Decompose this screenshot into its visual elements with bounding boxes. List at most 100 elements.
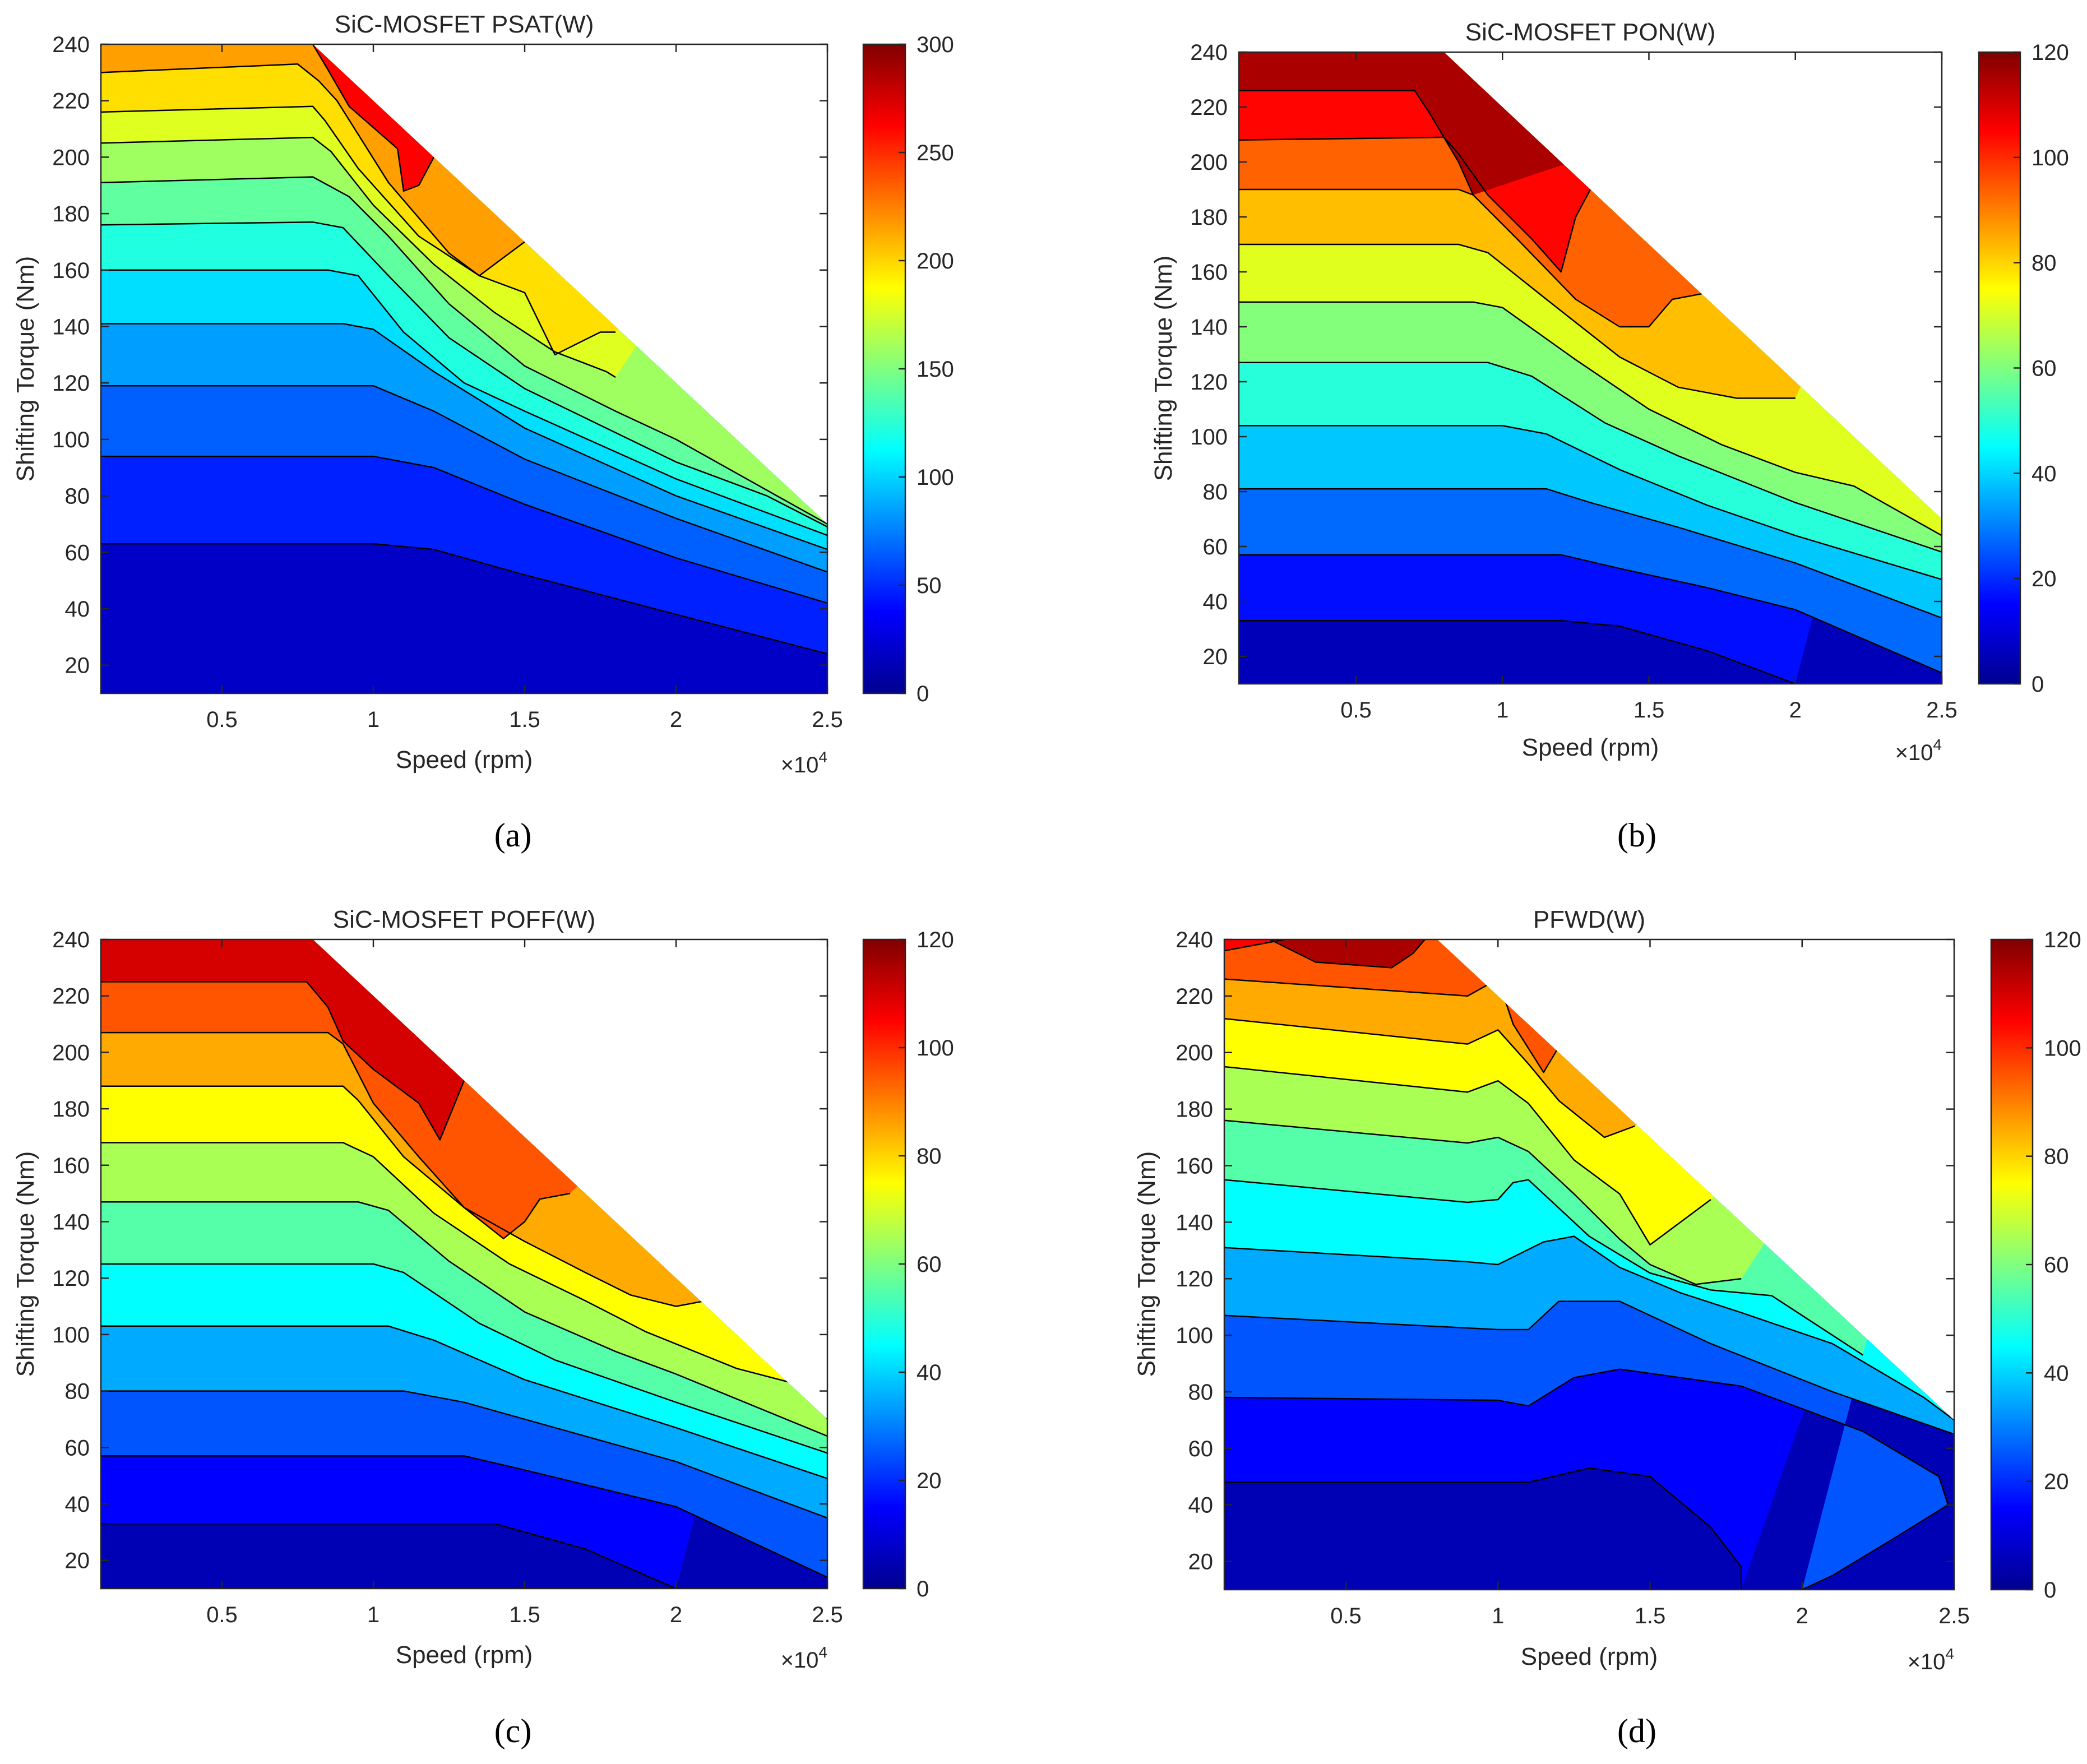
colorbar-tick-label: 0 [2032,672,2044,697]
svg-text:×104: ×104 [781,1643,827,1673]
y-tick-label: 120 [52,371,90,396]
x-tick-label: 0.5 [1330,1604,1362,1628]
x-axis-label: Speed (rpm) [396,746,533,774]
y-tick-label: 120 [1190,370,1228,395]
contour-line [101,1455,827,1578]
y-tick-label: 20 [65,654,90,678]
y-tick-label: 140 [1190,315,1228,340]
y-tick-label: 60 [1188,1437,1214,1461]
x-axis-exponent: ×104 [781,748,827,777]
chart-title: PFWD(W) [1533,906,1645,933]
contour-line [101,323,827,550]
contour-line [101,221,827,528]
contour-line [101,176,827,525]
colorbar-tick-label: 120 [917,928,954,952]
y-tick-label: 40 [1188,1493,1214,1518]
colorbar-tick-label: 100 [917,1036,954,1061]
colorbar-tick-label: 200 [917,249,954,274]
contour-line [101,385,827,573]
contour-plot: 0.5 1 1.5 2 2.5 20 40 60 80 100 120 140 160 180 200 220… [52,928,843,1627]
chart-title: SiC-MOSFET PON(W) [1465,18,1716,46]
colorbar-tick-label: 0 [917,1577,929,1601]
contour-line [101,269,827,536]
x-tick-label: 2 [1789,698,1802,723]
y-axis-label: Shifting Torque (Nm) [1150,256,1177,481]
colorbar-gradient [1990,938,2034,1591]
y-tick-label: 40 [1203,590,1228,614]
y-tick-label: 40 [65,1492,90,1517]
colorbar: 0 20 40 60 80 100 120 [1978,40,2069,697]
colorbar-tick-label: 120 [2044,928,2081,952]
y-tick-label: 240 [52,928,90,952]
axes-frame [1238,51,1943,685]
y-axis-label: Shifting Torque (Nm) [12,1151,39,1377]
y-tick-label: 80 [1188,1380,1214,1405]
colorbar-tick-label: 40 [2032,461,2057,486]
y-tick-label: 120 [1176,1267,1213,1291]
colorbar-tick-label: 250 [917,141,954,165]
y-tick-label: 60 [65,540,90,565]
x-tick-label: 0.5 [1340,698,1372,723]
y-tick-label: 160 [52,1154,90,1178]
y-tick-label: 200 [52,145,90,170]
colorbar-tick-label: 60 [2044,1253,2069,1277]
y-tick-label: 180 [52,1097,90,1122]
axes-frame [100,43,829,695]
y-tick-label: 20 [1188,1550,1214,1575]
colorbar-tick-label: 100 [917,465,954,490]
colorbar-gradient [862,938,906,1590]
y-tick-label: 160 [1190,260,1228,285]
contour-line [101,455,827,604]
y-tick-label: 140 [52,1210,90,1234]
contour-line [1239,301,1942,536]
contour-line [1269,939,1426,969]
colorbar-tick-label: 40 [917,1360,942,1385]
y-tick-label: 200 [52,1040,90,1065]
panel-caption-b: (b) [1617,817,1656,854]
y-tick-label: 80 [65,484,90,509]
y-tick-label: 180 [52,202,90,226]
contour-fills [101,44,827,693]
contour-line [1239,90,1474,196]
contour-line [1239,554,1942,674]
contour-line [101,1263,827,1454]
chart-title: SiC-MOSFET PSAT(W) [335,11,594,38]
chart-title: SiC-MOSFET POFF(W) [333,906,595,933]
x-axis-exponent: ×104 [1895,736,1942,765]
y-tick-label: 100 [52,428,90,452]
y-tick-label: 200 [1176,1041,1213,1066]
y-tick-label: 240 [1190,40,1228,65]
colorbar: 0 50 100 150 200 250 300 [862,33,954,706]
panel-caption-a: (a) [494,817,532,854]
colorbar-tick-label: 80 [2044,1145,2069,1169]
y-tick-label: 140 [52,314,90,339]
contour-line [1239,362,1942,553]
y-tick-label: 160 [52,258,90,283]
colorbar-tick-label: 100 [2044,1036,2081,1061]
colorbar: 0 20 40 60 80 100 120 [862,928,954,1601]
colorbar-tick-label: 20 [917,1469,942,1493]
contour-band [1224,939,1954,968]
axes-frame [1223,938,1955,1591]
colorbar-tick-label: 40 [2044,1361,2069,1386]
contour-line [101,1085,707,1307]
x-tick-label: 2.5 [812,707,843,732]
panel-caption-c: (c) [494,1712,532,1749]
y-tick-label: 240 [1176,928,1213,952]
chart-panel-c: SiC-MOSFET POFF(W) Speed (rpm) Shifting … [12,906,954,1749]
y-tick-label: 20 [65,1549,90,1573]
contour-line [1239,188,1702,328]
colorbar-tick-label: 80 [2032,251,2057,276]
y-tick-label: 100 [52,1323,90,1348]
panel-caption-d: (d) [1617,1712,1656,1749]
colorbar-gradient [1978,51,2021,685]
y-tick-label: 240 [52,33,90,57]
colorbar: 0 20 40 60 80 100 120 [1990,928,2081,1603]
contour-line [101,1201,827,1437]
contour-plot: 0.5 1 1.5 2 2.5 20 40 60 80 100 120 140 160 180 200 220… [1190,40,1958,723]
colorbar-tick-label: 60 [2032,356,2057,381]
x-tick-label: 0.5 [206,707,238,732]
colorbar-tick-label: 100 [2032,146,2069,170]
colorbar-tick-label: 20 [2032,567,2057,591]
